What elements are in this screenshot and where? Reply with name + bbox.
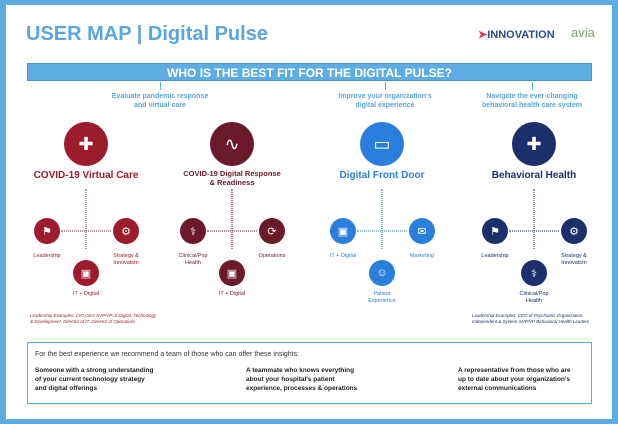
- avia-logo: avia: [571, 25, 595, 40]
- connector-vertical: [533, 189, 535, 249]
- role-right-icon: ✉: [409, 218, 435, 244]
- role-bottom-label: Clinical/Pop Health: [519, 291, 549, 304]
- insight-patient-experience: A teammate who knows everything about yo…: [246, 367, 358, 392]
- role-right-label: Marketing: [409, 253, 435, 259]
- role-bottom-label: Patient Experience: [368, 291, 396, 304]
- virtual-care-icon: ✚: [64, 122, 108, 166]
- connector-horizontal: [509, 230, 559, 232]
- role-bottom-icon: ⚕: [521, 260, 547, 286]
- connector-horizontal: [357, 230, 407, 232]
- role-right-icon: ⟳: [259, 218, 285, 244]
- role-left-label: Clinical/Pop Health: [178, 253, 208, 266]
- role-left-label: Leadership: [33, 253, 61, 259]
- role-left-icon: ▣: [330, 218, 356, 244]
- banner-heading: WHO IS THE BEST FIT FOR THE DIGITAL PULS…: [27, 63, 592, 81]
- column-title-front-door: Digital Front Door: [339, 170, 425, 181]
- subtitle-behavioral: Navigate the ever-changing behavioral he…: [482, 93, 582, 109]
- role-right-icon: ⚙: [113, 218, 139, 244]
- medical-cross-heart-icon: ✚: [512, 122, 556, 166]
- insight-technology: Someone with a strong understanding of y…: [35, 367, 154, 392]
- connector-vertical: [231, 189, 233, 249]
- role-right-label: Strategy & Innovation: [561, 253, 587, 266]
- role-bottom-label: IT + Digital: [218, 291, 246, 297]
- role-left-icon: ⚑: [482, 218, 508, 244]
- column-title-virtual-care: COVID-19 Virtual Care: [33, 170, 139, 181]
- leadership-note-behavioral: Leadership Examples: CEO of Psychiatric …: [472, 313, 590, 324]
- role-right-label: Operations: [258, 253, 286, 259]
- innovation-logo: ➤INNOVATION: [478, 29, 555, 41]
- column-title-digital-response: COVID-19 Digital Response & Readiness: [183, 169, 281, 187]
- subtitle-front-door: Improve your organization's digital expe…: [338, 93, 432, 109]
- role-left-label: Leadership: [481, 253, 509, 259]
- role-left-label: IT + Digital: [329, 253, 357, 259]
- role-bottom-icon: ☺: [369, 260, 395, 286]
- role-right-icon: ⚙: [561, 218, 587, 244]
- heartbeat-signal-icon: ∿: [210, 122, 254, 166]
- subtitle-virtual-care: Evaluate pandemic response and virtual c…: [111, 93, 209, 109]
- connector-vertical: [85, 189, 87, 249]
- role-left-icon: ⚕: [180, 218, 206, 244]
- role-right-label: Strategy & Innovation: [113, 253, 139, 266]
- role-bottom-icon: ▣: [73, 260, 99, 286]
- leadership-note-virtual-care: Leadership Examples: CIO,CEO SVP/VP of D…: [30, 313, 157, 324]
- laptop-phone-icon: ▭: [360, 122, 404, 166]
- connector-horizontal: [61, 230, 111, 232]
- role-bottom-label: IT + Digital: [72, 291, 100, 297]
- connector-vertical: [381, 189, 383, 249]
- column-title-behavioral-health: Behavioral Health: [491, 170, 577, 181]
- user-map-page: USER MAP | Digital Pulse ➤INNOVATION avi…: [6, 5, 612, 419]
- page-title: USER MAP | Digital Pulse: [26, 23, 268, 45]
- recommendation-intro: For the best experience we recommend a t…: [35, 351, 300, 358]
- insight-communications: A representative from those who are up t…: [458, 367, 571, 392]
- connector-horizontal: [207, 230, 257, 232]
- role-left-icon: ⚑: [34, 218, 60, 244]
- team-recommendation-box: For the best experience we recommend a t…: [27, 342, 592, 404]
- role-bottom-icon: ▣: [219, 260, 245, 286]
